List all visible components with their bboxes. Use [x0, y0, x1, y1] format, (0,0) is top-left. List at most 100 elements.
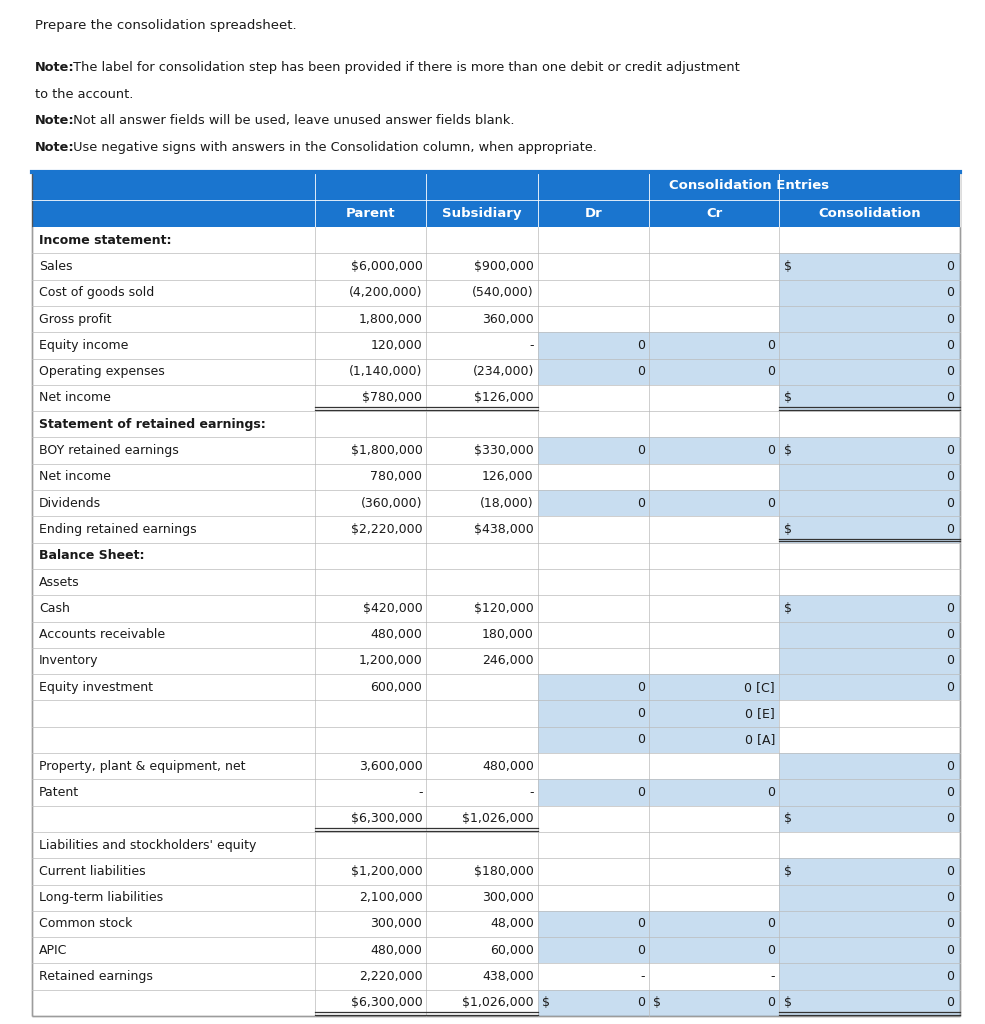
Bar: [649, 227, 779, 253]
Text: Operating expenses: Operating expenses: [39, 366, 164, 378]
Text: Cost of goods sold: Cost of goods sold: [39, 287, 155, 299]
Bar: [649, 306, 779, 332]
Bar: [315, 227, 427, 253]
Text: 0: 0: [946, 944, 954, 956]
Text: Statement of retained earnings:: Statement of retained earnings:: [39, 418, 266, 431]
Text: $180,000: $180,000: [474, 865, 534, 878]
Bar: [538, 831, 649, 858]
Text: Not all answer fields will be used, leave unused answer fields blank.: Not all answer fields will be used, leav…: [69, 114, 514, 127]
Text: to the account.: to the account.: [35, 87, 133, 100]
Bar: [32, 806, 315, 831]
Text: 0: 0: [946, 628, 954, 641]
Bar: [538, 490, 649, 516]
Text: Inventory: Inventory: [39, 654, 98, 668]
Bar: [649, 700, 779, 727]
Bar: [32, 358, 315, 385]
Text: Retained earnings: Retained earnings: [39, 970, 153, 983]
Text: $6,000,000: $6,000,000: [351, 260, 423, 273]
Text: 438,000: 438,000: [482, 970, 534, 983]
Bar: [538, 648, 649, 674]
Text: Consolidation Entries: Consolidation Entries: [669, 179, 829, 193]
Text: $330,000: $330,000: [474, 444, 534, 457]
Bar: [32, 910, 315, 937]
Bar: [649, 490, 779, 516]
Text: 0: 0: [946, 260, 954, 273]
Text: The label for consolidation step has been provided if there is more than one deb: The label for consolidation step has bee…: [69, 61, 740, 74]
Bar: [538, 910, 649, 937]
Bar: [427, 990, 538, 1016]
Bar: [315, 831, 427, 858]
Bar: [32, 595, 315, 622]
Text: $: $: [783, 602, 792, 614]
Text: (234,000): (234,000): [473, 366, 534, 378]
Bar: [315, 964, 427, 990]
Text: 0: 0: [946, 444, 954, 457]
Text: 120,000: 120,000: [370, 339, 423, 352]
Bar: [538, 253, 649, 280]
Bar: [315, 727, 427, 753]
Text: Note:: Note:: [35, 114, 75, 127]
Bar: [649, 674, 779, 700]
Bar: [649, 332, 779, 358]
Bar: [538, 516, 649, 543]
Text: $: $: [653, 996, 661, 1010]
Text: 0: 0: [637, 339, 645, 352]
Bar: [779, 910, 960, 937]
Bar: [427, 595, 538, 622]
Bar: [427, 516, 538, 543]
Text: Cash: Cash: [39, 602, 70, 614]
Text: Long-term liabilities: Long-term liabilities: [39, 891, 164, 904]
Text: 0: 0: [946, 970, 954, 983]
Bar: [315, 648, 427, 674]
Text: $438,000: $438,000: [474, 523, 534, 536]
Bar: [315, 937, 427, 964]
Bar: [538, 622, 649, 648]
Bar: [538, 543, 649, 569]
Bar: [649, 779, 779, 806]
Text: 1,200,000: 1,200,000: [359, 654, 423, 668]
Text: 0: 0: [767, 444, 775, 457]
Bar: [427, 779, 538, 806]
Bar: [649, 806, 779, 831]
Text: 0: 0: [946, 918, 954, 931]
Text: Net income: Net income: [39, 470, 111, 483]
Bar: [538, 727, 649, 753]
Text: 0: 0: [637, 444, 645, 457]
Text: Ending retained earnings: Ending retained earnings: [39, 523, 197, 536]
Text: Common stock: Common stock: [39, 918, 132, 931]
Text: -: -: [529, 339, 534, 352]
Bar: [32, 385, 315, 411]
Bar: [427, 727, 538, 753]
Bar: [315, 858, 427, 885]
Bar: [427, 385, 538, 411]
Text: 0: 0: [637, 497, 645, 510]
Bar: [538, 885, 649, 910]
Text: $: $: [542, 996, 550, 1010]
Bar: [779, 543, 960, 569]
Bar: [649, 253, 779, 280]
Bar: [315, 622, 427, 648]
Text: 0: 0: [767, 339, 775, 352]
Text: 0 [E]: 0 [E]: [746, 707, 775, 720]
Text: 0: 0: [946, 523, 954, 536]
Bar: [649, 648, 779, 674]
Text: 0: 0: [946, 681, 954, 693]
Bar: [779, 964, 960, 990]
Bar: [427, 937, 538, 964]
Bar: [649, 411, 779, 437]
Text: $900,000: $900,000: [474, 260, 534, 273]
Bar: [538, 990, 649, 1016]
Bar: [32, 516, 315, 543]
Text: Dividends: Dividends: [39, 497, 101, 510]
Bar: [315, 516, 427, 543]
Bar: [779, 437, 960, 464]
Bar: [538, 385, 649, 411]
Bar: [427, 280, 538, 306]
Bar: [649, 727, 779, 753]
Text: Equity investment: Equity investment: [39, 681, 153, 693]
Text: (18,000): (18,000): [480, 497, 534, 510]
Bar: [779, 595, 960, 622]
Text: 0: 0: [946, 786, 954, 799]
Bar: [538, 753, 649, 779]
Bar: [427, 648, 538, 674]
